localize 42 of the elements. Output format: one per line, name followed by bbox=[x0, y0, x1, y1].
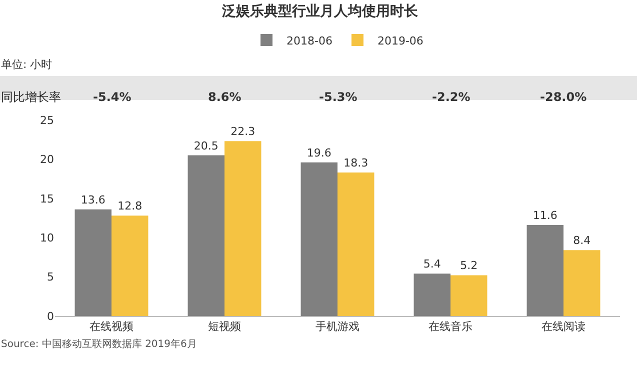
bar bbox=[188, 155, 224, 316]
bar bbox=[450, 275, 488, 316]
data-label: 13.6 bbox=[80, 193, 106, 206]
y-axis-title: 单位: 小时 bbox=[1, 58, 52, 71]
y-tick-label: 25 bbox=[40, 114, 54, 127]
bar bbox=[564, 250, 600, 316]
bar bbox=[338, 172, 374, 316]
y-tick-label: 0 bbox=[47, 310, 54, 323]
source-note: Source: 中国移动互联网数据库 2019年6月 bbox=[1, 338, 197, 350]
text: -28.0% bbox=[540, 90, 587, 104]
data-label: 8.4 bbox=[573, 234, 591, 248]
x-tick-label: 短视频 bbox=[208, 320, 241, 334]
data-label: 12.8 bbox=[118, 200, 142, 213]
text: 8.6% bbox=[208, 90, 242, 104]
bar bbox=[224, 141, 262, 316]
bar bbox=[300, 162, 338, 316]
bar bbox=[414, 274, 450, 316]
text: -2.2% bbox=[432, 90, 470, 104]
y-tick-label: 5 bbox=[47, 270, 54, 284]
data-label: 19.6 bbox=[306, 146, 332, 160]
data-label: 18.3 bbox=[344, 156, 368, 170]
x-tick-label: 手机游戏 bbox=[316, 320, 360, 334]
legend-label: 2019-06 bbox=[377, 34, 424, 48]
y-tick-label: 15 bbox=[40, 192, 54, 206]
data-label: 11.6 bbox=[532, 209, 558, 222]
text: -5.4% bbox=[93, 90, 132, 104]
data-label: 22.3 bbox=[230, 125, 256, 138]
y-tick-label: 10 bbox=[40, 231, 54, 244]
text: -5.3% bbox=[319, 90, 358, 104]
bar bbox=[74, 209, 112, 316]
x-tick-label: 在线视频 bbox=[90, 320, 134, 334]
legend-label: 2018-06 bbox=[286, 34, 332, 48]
data-label: 20.5 bbox=[194, 139, 218, 152]
text: 同比增长率 bbox=[1, 90, 61, 104]
x-tick-label: 在线阅读 bbox=[542, 320, 586, 334]
bar bbox=[526, 225, 564, 316]
data-label: 5.2 bbox=[460, 259, 478, 272]
data-label: 5.4 bbox=[423, 258, 441, 271]
bar bbox=[112, 216, 148, 316]
chart-title: 泛娱乐典型行业月人均使用时长 bbox=[221, 2, 419, 20]
x-tick-label: 在线音乐 bbox=[428, 320, 472, 334]
y-tick-label: 20 bbox=[40, 153, 54, 166]
